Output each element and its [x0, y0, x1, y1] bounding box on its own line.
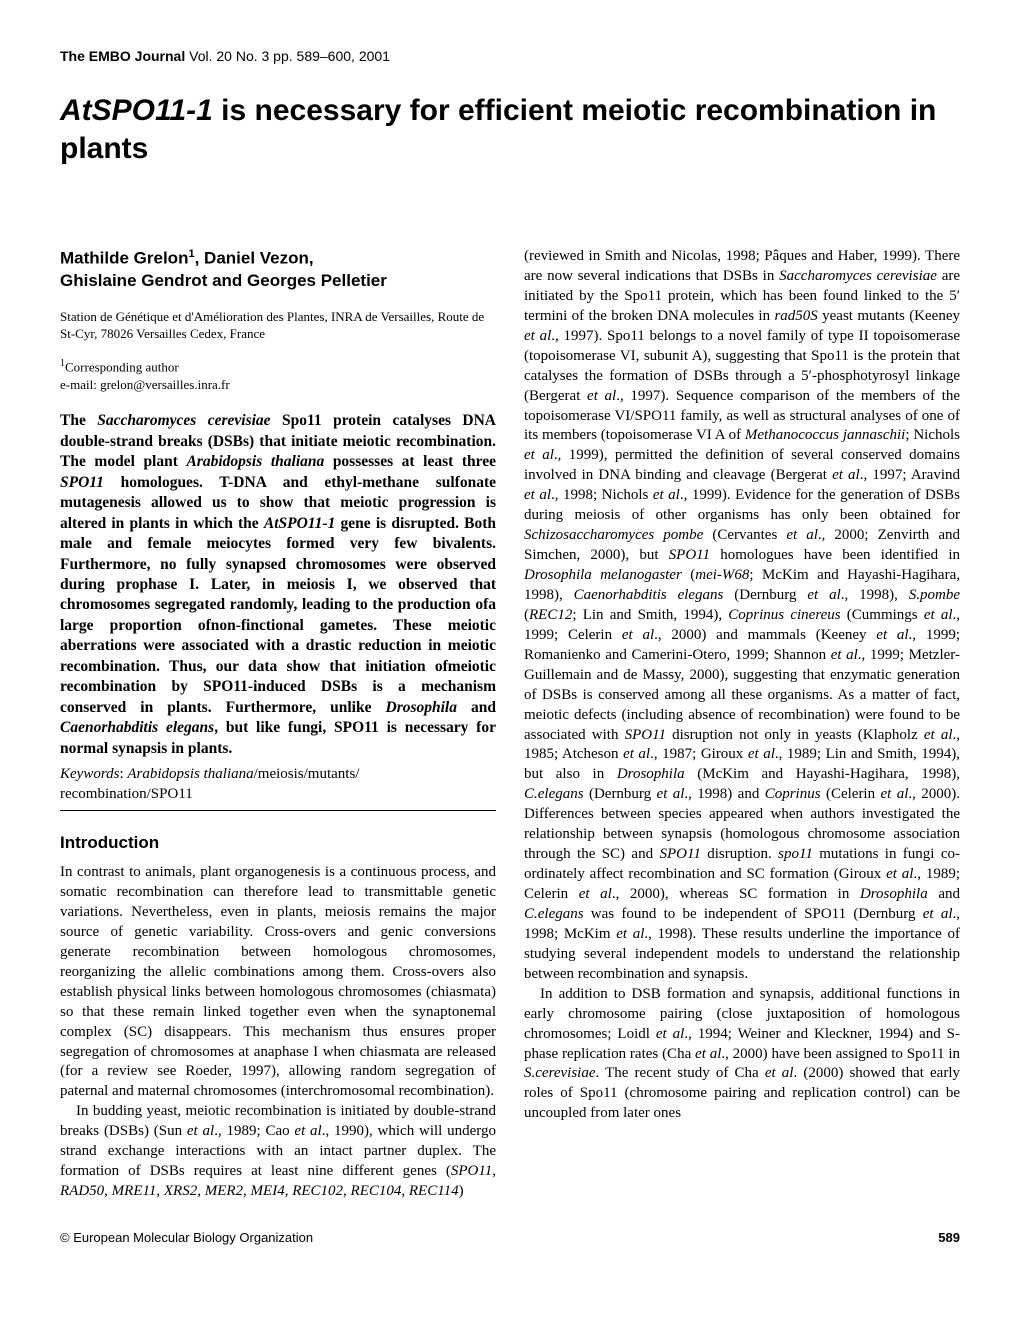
keywords: Keywords: Arabidopsis thaliana/meiosis/m…	[60, 765, 496, 804]
journal-volissue: Vol. 20 No. 3 pp. 589–600, 2001	[185, 48, 390, 64]
affiliation: Station de Génétique et d'Amélioration d…	[60, 308, 496, 343]
page-footer: © European Molecular Biology Organizatio…	[60, 1230, 960, 1245]
corr-email: e-mail: grelon@versailles.inra.fr	[60, 377, 230, 392]
intro-paragraph-1: In contrast to animals, plant organogene…	[60, 863, 496, 1102]
introduction-heading: Introduction	[60, 833, 496, 853]
corresponding-author: 1Corresponding author e-mail: grelon@ver…	[60, 357, 496, 393]
article-title: AtSPO11-1 is necessary for efficient mei…	[60, 92, 960, 167]
journal-header: The EMBO Journal Vol. 20 No. 3 pp. 589–6…	[60, 48, 960, 64]
author-names-2: Ghislaine Gendrot and Georges Pelletier	[60, 271, 387, 290]
footer-copyright: © European Molecular Biology Organizatio…	[60, 1230, 313, 1245]
author-block: Mathilde Grelon1, Daniel Vezon, Ghislain…	[60, 247, 496, 292]
journal-name: The EMBO Journal	[60, 48, 185, 64]
intro-paragraph-2: In budding yeast, meiotic recombination …	[60, 1102, 496, 1202]
left-column: Mathilde Grelon1, Daniel Vezon, Ghislain…	[60, 247, 496, 1202]
right-paragraph-1: (reviewed in Smith and Nicolas, 1998; Pâ…	[524, 247, 960, 985]
right-paragraph-2: In addition to DSB formation and synapsi…	[524, 985, 960, 1125]
author-name-1b: , Daniel Vezon,	[195, 249, 314, 268]
keywords-rule	[60, 810, 496, 811]
corr-label: Corresponding author	[65, 359, 179, 374]
author-name-1: Mathilde Grelon	[60, 249, 188, 268]
abstract-text: The Saccharomyces cerevisiae Spo11 prote…	[60, 411, 496, 759]
title-gene: AtSPO11-1	[60, 94, 213, 127]
footer-page-number: 589	[938, 1230, 960, 1245]
two-column-layout: Mathilde Grelon1, Daniel Vezon, Ghislain…	[60, 247, 960, 1202]
right-column: (reviewed in Smith and Nicolas, 1998; Pâ…	[524, 247, 960, 1202]
